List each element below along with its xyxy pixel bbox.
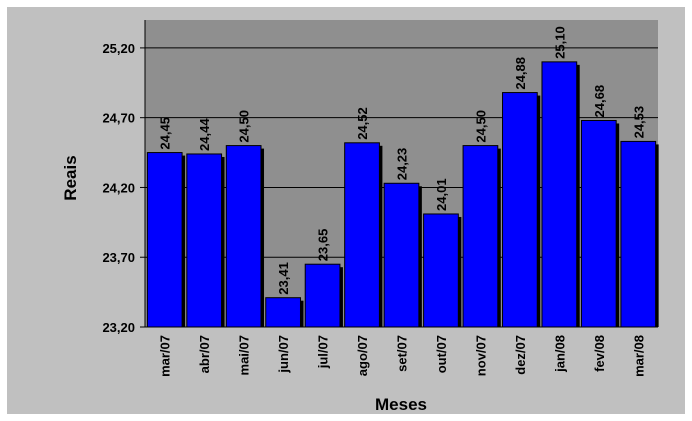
x-tick-label: set/07 bbox=[395, 335, 410, 372]
x-axis-ticks: mar/07 abr/07 mai/07 jun/07 jul/07 ago/07 set/… bbox=[158, 335, 647, 377]
y-tick-label: 24,70 bbox=[102, 111, 135, 126]
data-label: 24,68 bbox=[592, 85, 607, 118]
data-label: 25,10 bbox=[552, 26, 567, 59]
y-axis-ticks: 23,20 23,70 24,20 24,70 25,20 bbox=[102, 41, 145, 335]
data-label: 24,52 bbox=[355, 107, 370, 140]
bar bbox=[423, 213, 459, 328]
bar bbox=[502, 92, 538, 328]
bar bbox=[304, 263, 341, 328]
bar bbox=[383, 182, 420, 328]
bar bbox=[265, 297, 301, 328]
data-label: 24,88 bbox=[513, 57, 528, 90]
data-label: 23,65 bbox=[316, 229, 331, 262]
x-tick-label: out/07 bbox=[434, 335, 449, 373]
x-tick-label: jun/07 bbox=[276, 335, 291, 374]
bar bbox=[462, 145, 499, 328]
data-labels: 24,45 24,44 24,50 23,41 23,65 24,52 24,23 24,01… bbox=[158, 26, 647, 294]
data-label: 24,01 bbox=[434, 178, 449, 211]
data-label: 24,50 bbox=[473, 110, 488, 143]
data-label: 24,23 bbox=[395, 148, 410, 181]
bar bbox=[186, 153, 223, 328]
bars bbox=[146, 61, 659, 328]
x-axis-title: Meses bbox=[375, 395, 427, 414]
x-tick-label: jan/08 bbox=[552, 335, 567, 373]
y-tick-label: 24,20 bbox=[102, 180, 135, 195]
x-tick-label: ago/07 bbox=[355, 335, 370, 376]
x-tick-label: nov/07 bbox=[473, 335, 488, 376]
bar bbox=[620, 140, 657, 328]
data-label: 23,41 bbox=[276, 262, 291, 295]
x-tick-label: mar/07 bbox=[158, 335, 173, 377]
y-tick-label: 23,20 bbox=[102, 320, 135, 335]
data-label: 24,44 bbox=[197, 118, 212, 151]
x-tick-label: abr/07 bbox=[197, 335, 212, 373]
data-label: 24,45 bbox=[158, 117, 173, 150]
bar bbox=[580, 119, 617, 328]
bar bbox=[541, 61, 578, 328]
x-tick-label: fev/08 bbox=[592, 335, 607, 372]
x-tick-label: jul/07 bbox=[316, 335, 331, 369]
y-axis-title: Reais bbox=[61, 155, 80, 200]
data-label: 24,50 bbox=[237, 110, 252, 143]
x-tick-label: mai/07 bbox=[237, 335, 252, 375]
data-label: 24,53 bbox=[631, 106, 646, 139]
bar bbox=[344, 142, 380, 328]
y-tick-label: 25,20 bbox=[102, 41, 135, 56]
y-tick-label: 23,70 bbox=[102, 250, 135, 265]
x-tick-label: mar/08 bbox=[631, 335, 646, 377]
bar bbox=[146, 152, 183, 328]
x-tick-label: dez/07 bbox=[513, 335, 528, 375]
bar bbox=[225, 145, 262, 328]
